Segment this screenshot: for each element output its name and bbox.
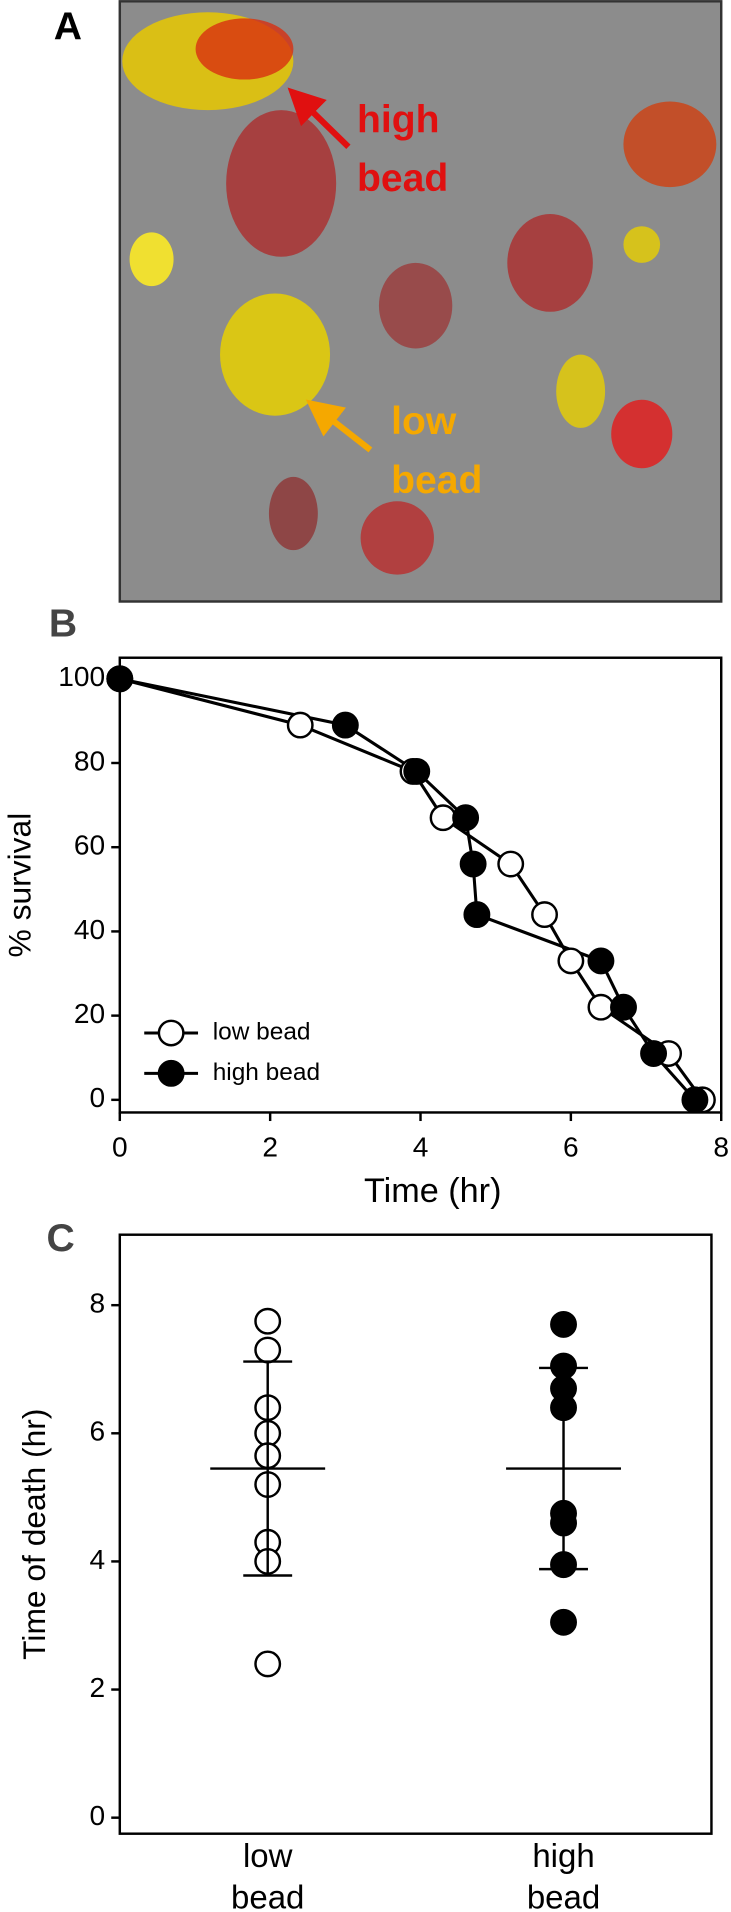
data-point (403, 757, 431, 785)
data-point (550, 1608, 577, 1636)
panel-label: C (46, 1217, 74, 1260)
annotation: low bead (391, 401, 482, 503)
annotation: high bead (357, 99, 448, 201)
data-point (531, 901, 558, 929)
data-point (463, 901, 491, 929)
x-tick-label: 4 (413, 1132, 429, 1163)
data-point (587, 947, 615, 975)
y-tick-label: 100 (58, 661, 105, 692)
y-tick-label: 40 (74, 914, 105, 945)
y-axis-label: Time of death (hr) (16, 1409, 52, 1660)
data-point (286, 711, 314, 739)
data-point (254, 1336, 282, 1364)
x-axis-label: Time (hr) (364, 1172, 501, 1210)
legend-label: high bead (213, 1059, 320, 1086)
data-point (254, 1650, 282, 1678)
plot-frame (118, 1233, 713, 1835)
data-point (254, 1307, 282, 1335)
data-point (497, 850, 525, 878)
y-tick-label: 2 (89, 1672, 105, 1703)
y-tick-label: 0 (89, 1800, 105, 1831)
x-tick-label: 2 (262, 1132, 278, 1163)
data-point (640, 1040, 668, 1067)
data-point (452, 804, 480, 832)
y-tick-label: 0 (89, 1082, 105, 1113)
series-line (119, 677, 704, 1101)
plot-frame (118, 656, 723, 1114)
data-point (610, 993, 637, 1021)
data-point (557, 947, 585, 975)
x-tick-label: high bead (527, 1837, 600, 1912)
legend-marker (157, 1059, 185, 1087)
series-line (119, 677, 697, 1101)
x-tick-label: 8 (713, 1132, 729, 1163)
legend-label: low bead (213, 1018, 311, 1045)
y-tick-label: 4 (89, 1544, 105, 1575)
panel-label: B (49, 602, 77, 645)
data-point (587, 993, 615, 1021)
data-point (331, 711, 359, 739)
data-point (550, 1310, 577, 1338)
legend-marker (157, 1019, 185, 1047)
data-point (429, 804, 457, 832)
data-point (106, 665, 134, 693)
y-tick-label: 60 (74, 830, 105, 861)
y-axis-label: % survival (1, 813, 37, 958)
y-tick-label: 6 (89, 1416, 105, 1447)
x-tick-label: 0 (112, 1132, 128, 1163)
micrograph (118, 0, 723, 603)
x-tick-label: 6 (563, 1132, 579, 1163)
data-point (459, 850, 487, 878)
y-tick-label: 20 (74, 998, 105, 1029)
panel-label: A (54, 6, 82, 49)
y-tick-label: 80 (74, 745, 105, 776)
data-point (681, 1086, 709, 1114)
y-tick-label: 8 (89, 1288, 105, 1319)
x-tick-label: low bead (231, 1837, 304, 1912)
